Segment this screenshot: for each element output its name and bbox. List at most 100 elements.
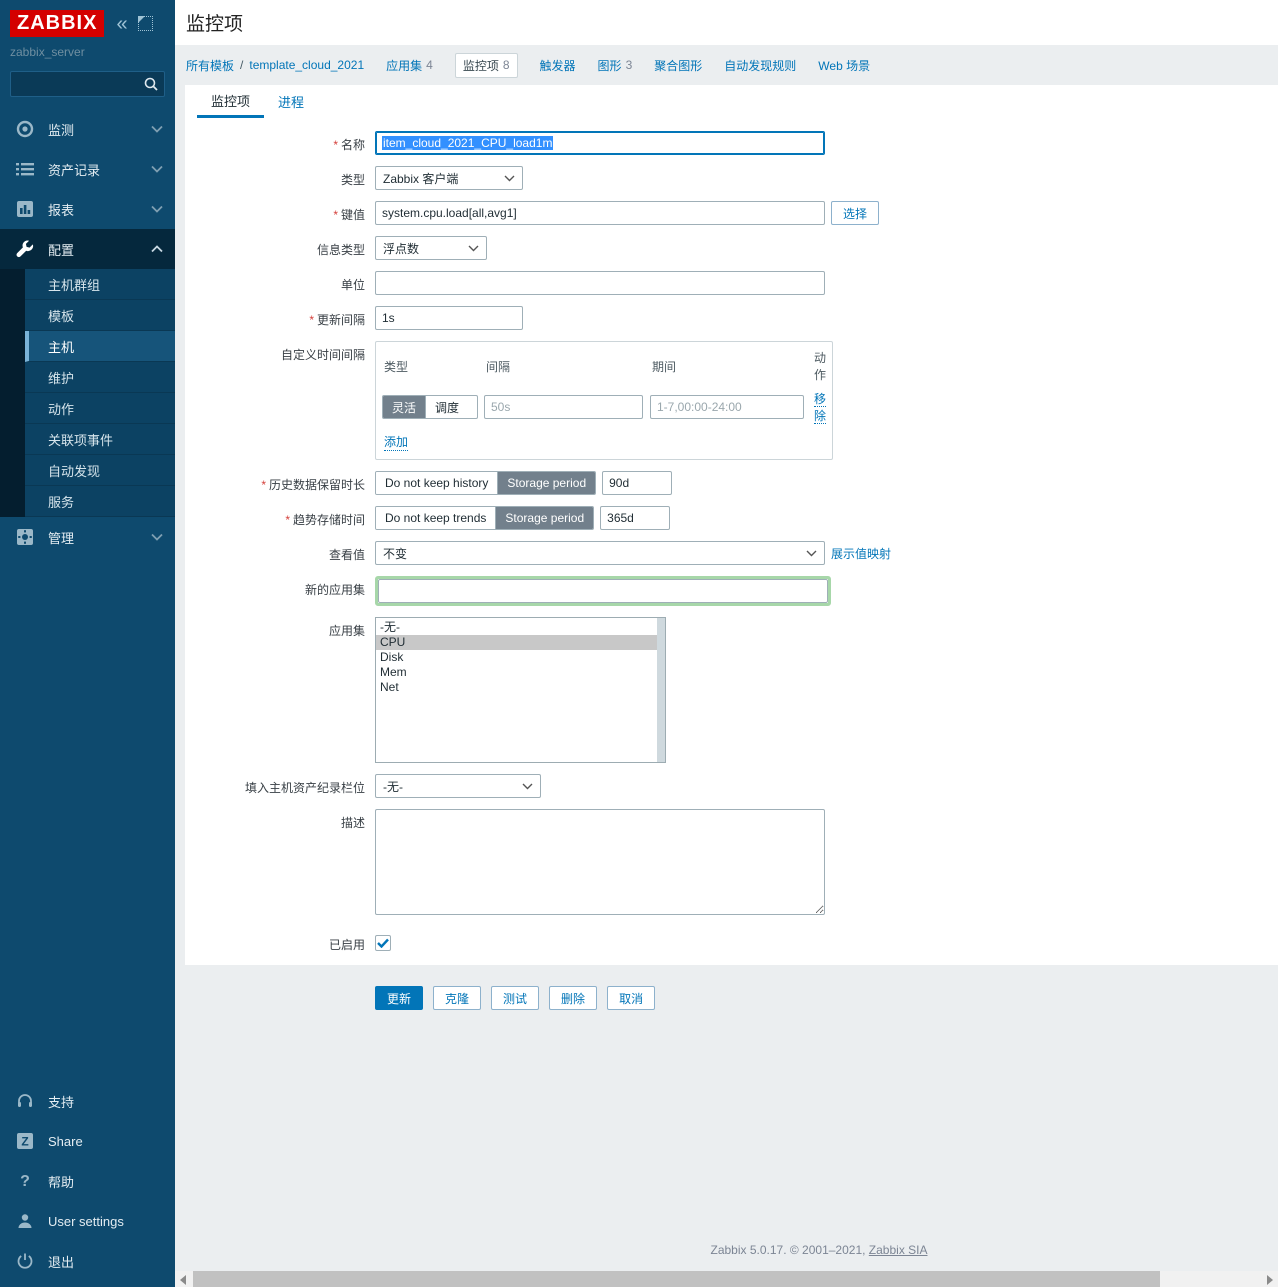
context-label: 聚合图形 — [654, 58, 703, 73]
info-type-select[interactable]: 浮点数 — [375, 236, 487, 260]
key-input[interactable] — [375, 201, 825, 225]
collapse-sidebar-icon[interactable]: « — [116, 12, 128, 35]
chevron-up-icon — [151, 245, 163, 253]
description-textarea[interactable] — [375, 809, 825, 915]
sidebar-item-label: 退出 — [48, 1254, 75, 1270]
interval-type-header: 类型 — [384, 359, 409, 374]
enabled-checkbox[interactable] — [375, 935, 391, 951]
clone-button[interactable]: 克隆 — [433, 986, 482, 1010]
row-units: 单位 — [185, 271, 1278, 295]
configuration-submenu: 主机群组 模板 主机 维护 动作 关联项事件 自动发现 服务 — [0, 269, 175, 517]
delete-button[interactable]: 删除 — [549, 986, 598, 1010]
test-button[interactable]: 测试 — [491, 986, 540, 1010]
sidebar-item-discovery[interactable]: 自动发现 — [25, 455, 175, 486]
chart-icon — [14, 199, 36, 219]
sidebar-search — [10, 71, 165, 97]
zabbix-logo[interactable]: ZABBIX — [10, 10, 105, 37]
trends-period-input[interactable] — [600, 506, 671, 530]
tab-items[interactable]: 监控项 8 — [454, 52, 518, 78]
scroll-left-arrow-icon[interactable] — [180, 1275, 186, 1285]
search-icon[interactable] — [143, 76, 159, 95]
listbox-scrollbar[interactable] — [657, 618, 665, 762]
application-option-disk[interactable]: Disk — [380, 650, 404, 664]
application-option-net[interactable]: Net — [380, 680, 399, 694]
context-label: Web 场景 — [818, 58, 871, 73]
update-interval-input[interactable] — [375, 306, 523, 330]
sidebar-item-inventory[interactable]: 资产记录 — [0, 149, 175, 189]
chevron-down-icon — [151, 205, 163, 213]
context-count: 3 — [625, 58, 633, 72]
key-select-button[interactable]: 选择 — [831, 201, 880, 225]
sidebar-item-configuration[interactable]: 配置 — [0, 229, 175, 269]
type-select[interactable]: Zabbix 客户端 — [375, 166, 523, 190]
add-interval-link[interactable]: 添加 — [384, 435, 409, 451]
period-input[interactable] — [650, 395, 804, 419]
required-mark: * — [309, 313, 314, 327]
application-option-cpu[interactable]: CPU — [376, 635, 657, 650]
applications-listbox[interactable]: -无- CPU Disk Mem Net — [375, 617, 666, 763]
application-option-none[interactable]: -无- — [380, 620, 400, 634]
units-input[interactable] — [375, 271, 825, 295]
sidebar-item-hosts[interactable]: 主机 — [25, 331, 175, 362]
sidebar-item-actions[interactable]: 动作 — [25, 393, 175, 424]
scrollbar-thumb[interactable] — [193, 1271, 1160, 1287]
breadcrumb-all-templates[interactable]: 所有模板 — [186, 58, 235, 73]
sidebar-item-label: 资产记录 — [48, 162, 101, 178]
sidebar-item-sign-out[interactable]: 退出 — [0, 1241, 175, 1281]
svg-text:?: ? — [20, 1173, 30, 1190]
tab-graphs[interactable]: 图形 3 — [598, 57, 633, 74]
sidebar-item-event-correlation[interactable]: 关联项事件 — [25, 424, 175, 455]
interval-type-toggle: 灵活 调度 — [382, 395, 478, 419]
sidebar-item-share[interactable]: Z Share — [0, 1121, 175, 1161]
sidebar-item-maintenance[interactable]: 维护 — [25, 362, 175, 393]
new-application-input[interactable] — [378, 579, 828, 603]
tab-web-scenarios[interactable]: Web 场景 — [818, 57, 870, 74]
do-not-keep-trends-option[interactable]: Do not keep trends — [376, 507, 496, 529]
sidebar-item-user-settings[interactable]: User settings — [0, 1201, 175, 1241]
sidebar-item-host-groups[interactable]: 主机群组 — [25, 269, 175, 300]
tab-item[interactable]: 监控项 — [197, 85, 265, 118]
sidebar-item-services[interactable]: 服务 — [25, 486, 175, 517]
row-applications: 应用集 -无- CPU Disk Mem Net — [185, 617, 1278, 763]
fullscreen-icon[interactable] — [137, 16, 153, 31]
interval-input[interactable] — [484, 395, 643, 419]
sidebar-item-help[interactable]: ? 帮助 — [0, 1161, 175, 1201]
do-not-keep-history-option[interactable]: Do not keep history — [376, 472, 498, 494]
show-value-mappings-link[interactable]: 展示值映射 — [831, 546, 892, 561]
history-storage-period-option[interactable]: Storage period — [497, 472, 596, 494]
inventory-select[interactable]: -无- — [375, 774, 541, 798]
tab-discovery-rules[interactable]: 自动发现规则 — [724, 57, 796, 74]
chevron-down-icon — [806, 550, 817, 556]
row-custom-intervals: 自定义时间间隔 类型 间隔 期间 动作 灵活 调度 — [185, 341, 1278, 460]
scheduling-option[interactable]: 调度 — [425, 396, 469, 418]
row-name: * 名称 item_cloud_2021_CPU_load1m — [185, 131, 1278, 155]
update-button[interactable]: 更新 — [375, 986, 424, 1010]
horizontal-scrollbar[interactable] — [175, 1271, 1278, 1287]
zabbix-sia-link[interactable]: Zabbix SIA — [868, 1243, 928, 1257]
tab-screens[interactable]: 聚合图形 — [654, 57, 702, 74]
tab-preprocessing[interactable]: 进程 — [278, 95, 305, 110]
remove-interval-link[interactable]: 移除 — [814, 392, 827, 424]
application-option-mem[interactable]: Mem — [380, 665, 407, 679]
name-input[interactable]: item_cloud_2021_CPU_load1m — [375, 131, 825, 155]
item-form-widget: 监控项 进程 * 名称 item_cloud_2021_CPU_load1m 类型 — [185, 85, 1278, 1010]
history-period-input[interactable] — [602, 471, 673, 495]
sidebar-item-monitoring[interactable]: 监测 — [0, 109, 175, 149]
history-toggle: Do not keep history Storage period — [375, 471, 597, 495]
cancel-button[interactable]: 取消 — [607, 986, 656, 1010]
sidebar-item-support[interactable]: 支持 — [0, 1081, 175, 1121]
sidebar-item-templates[interactable]: 模板 — [25, 300, 175, 331]
chevron-down-icon — [151, 533, 163, 541]
scroll-right-arrow-icon[interactable] — [1267, 1275, 1273, 1285]
tab-triggers[interactable]: 触发器 — [540, 57, 576, 74]
show-value-select[interactable]: 不变 — [375, 541, 825, 565]
wrench-icon — [14, 239, 36, 259]
tab-applications[interactable]: 应用集 4 — [386, 57, 433, 74]
flexible-option[interactable]: 灵活 — [383, 396, 426, 418]
row-show-value: 查看值 不变 展示值映射 — [185, 541, 1278, 565]
sidebar-item-administration[interactable]: 管理 — [0, 517, 175, 557]
sidebar-item-reports[interactable]: 报表 — [0, 189, 175, 229]
breadcrumb-template[interactable]: template_cloud_2021 — [249, 58, 365, 72]
search-input[interactable] — [10, 71, 165, 97]
trends-storage-period-option[interactable]: Storage period — [495, 507, 594, 529]
